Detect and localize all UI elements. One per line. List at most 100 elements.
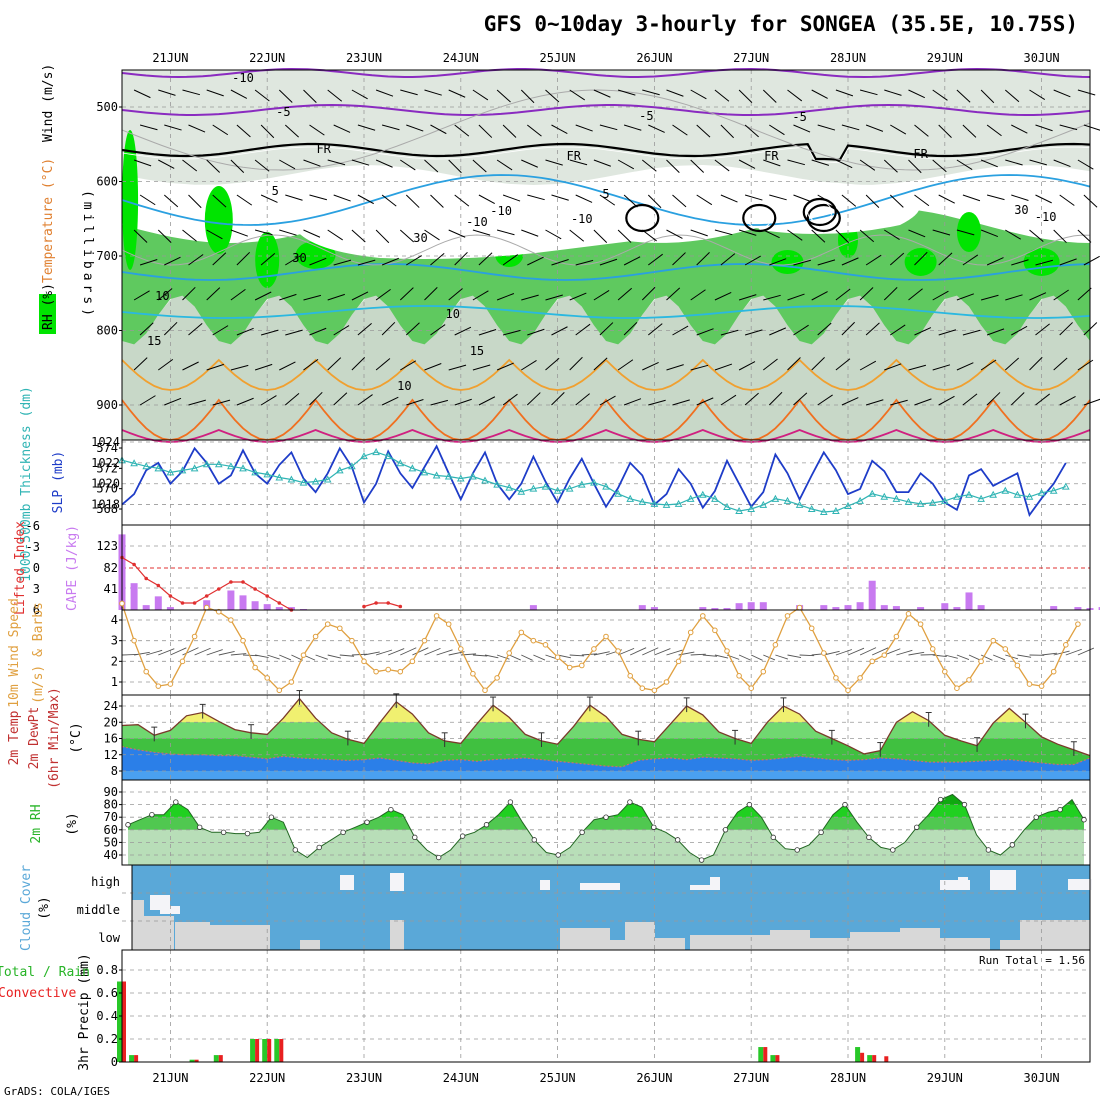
- low-cloud-block: [655, 938, 685, 950]
- wind-barb: [521, 159, 538, 168]
- wind-barb: [206, 229, 223, 240]
- wind-barb: [720, 394, 737, 406]
- wind-barb: [672, 325, 689, 336]
- wind10-point: [736, 673, 742, 679]
- lifted-index-point: [217, 587, 221, 591]
- wind-barb: [835, 159, 853, 169]
- wind10-point: [712, 627, 718, 634]
- wind-barb: [157, 229, 172, 243]
- wind-barb: [279, 293, 297, 301]
- low-cloud-block: [1000, 940, 1020, 950]
- rh-point: [651, 824, 657, 830]
- date-label-top: 21JUN: [152, 51, 188, 65]
- wind-barb: [424, 363, 442, 371]
- thickness-point: [493, 480, 501, 488]
- dry-region-2: [720, 181, 920, 234]
- precip-total-bar: [262, 1039, 268, 1062]
- thickness-point: [323, 475, 332, 483]
- wind10-point: [119, 600, 125, 607]
- wind10-point: [397, 668, 404, 675]
- wind-barb: [163, 321, 178, 336]
- wind-barb: [303, 89, 317, 103]
- wind-barb: [938, 124, 952, 138]
- date-label-bottom: 27JUN: [733, 1071, 769, 1085]
- wind-barb: [811, 159, 830, 166]
- contour-label: -5: [639, 109, 653, 123]
- temp-unit: (°C): [69, 722, 84, 753]
- contour-label: -10: [466, 215, 488, 229]
- cloud-level-label: low: [98, 931, 120, 945]
- rh-tick: 70: [104, 810, 118, 824]
- low-cloud-block: [175, 922, 210, 950]
- wind10-barb: [436, 649, 453, 656]
- pressure-tick: 800: [96, 324, 118, 338]
- temp-label: 2m Temp: [7, 710, 22, 765]
- rh-legend-swatch: [39, 294, 56, 334]
- wind-barb: [980, 159, 998, 168]
- rh-point: [627, 799, 633, 805]
- wind10-point: [869, 658, 876, 665]
- chart-title: GFS 0~10day 3-hourly for SONGEA (35.5E, …: [484, 12, 1078, 36]
- wind10-barb: [823, 650, 840, 656]
- wind-barb: [569, 159, 588, 166]
- wind-barb: [333, 325, 350, 336]
- wind-barb: [938, 329, 957, 336]
- wind-barb: [714, 363, 733, 371]
- cloud-cover-panel: high middle low: [77, 864, 1092, 951]
- wind-barb: [908, 288, 923, 301]
- cape-bar: [953, 607, 961, 610]
- temp-tick: 12: [104, 748, 118, 762]
- thickness-point: [771, 494, 780, 502]
- wind-barb: [357, 259, 376, 266]
- wind-barb: [1005, 159, 1023, 166]
- wind-barb: [454, 326, 472, 336]
- low-cloud-block: [690, 935, 770, 950]
- wind-barb: [254, 291, 272, 301]
- wind-barb: [738, 229, 757, 236]
- wind-barb: [986, 194, 1005, 201]
- thickness-point: [275, 473, 284, 481]
- wind-barb: [472, 364, 491, 371]
- run-total: Run Total = 1.56: [979, 954, 1085, 967]
- wind10-barb: [1041, 652, 1058, 656]
- minmax-label: (6hr Min/Max): [47, 687, 62, 789]
- wind-barb: [254, 89, 270, 102]
- cloud-level-label: middle: [77, 903, 120, 917]
- rh-point: [316, 844, 322, 851]
- thickness-point: [916, 499, 925, 507]
- wind-barb: [520, 89, 535, 104]
- cape-bar: [130, 583, 138, 610]
- wind-barb: [599, 322, 614, 336]
- precip-total-bar: [855, 1047, 861, 1062]
- cape-tick: 41: [104, 582, 118, 596]
- rh-blob: [122, 130, 139, 270]
- date-label-bottom: 21JUN: [152, 1071, 188, 1085]
- thickness-point: [856, 496, 864, 504]
- wind-barb: [1005, 229, 1022, 240]
- wind-barb: [260, 252, 276, 266]
- wind-barb: [890, 124, 907, 135]
- wind-barb: [793, 124, 811, 133]
- wind-barb: [647, 253, 663, 266]
- wind-barb: [230, 159, 245, 173]
- wind10-barb: [509, 654, 521, 661]
- wind10-barb: [158, 648, 175, 656]
- wind-barb: [690, 364, 709, 371]
- contour-label: 5: [272, 184, 279, 198]
- wind-barb: [381, 124, 400, 131]
- wind-barb: [333, 124, 351, 133]
- wind-barb: [188, 194, 202, 209]
- lifted-index-point: [277, 601, 282, 605]
- thickness-point: [602, 482, 610, 490]
- wind-barb: [696, 397, 714, 406]
- thickness-point: [590, 478, 598, 486]
- wind-barb: [1053, 89, 1071, 98]
- wind-barb: [496, 89, 511, 103]
- cape-bar: [735, 603, 743, 610]
- wind10-barb: [255, 654, 269, 659]
- wind-barb: [284, 392, 300, 406]
- wind-barb: [406, 255, 422, 266]
- wind-barb: [236, 251, 251, 266]
- date-label-bottom: 30JUN: [1024, 1071, 1060, 1085]
- thickness-point: [638, 497, 647, 505]
